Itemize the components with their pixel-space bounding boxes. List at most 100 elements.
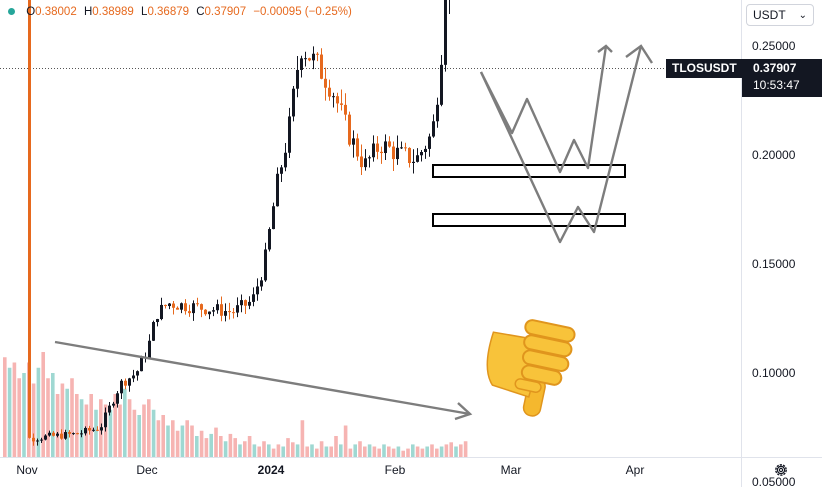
volume-bar [439,446,444,457]
volume-bar [463,441,468,457]
close-label: C [196,6,205,18]
candle-body [376,143,379,152]
volume-bar [70,378,74,457]
candle-body [256,286,259,295]
time-tick-label: Nov [16,463,38,477]
volume-bar [161,415,165,457]
thumbs-down-emoji [486,319,576,417]
low-label: L [141,6,148,18]
volume-bar [142,404,146,457]
projected-path-upper[interactable] [479,45,608,174]
volume-bar [295,444,300,457]
time-tick-label: Apr [625,463,645,477]
volume-bar [406,448,410,457]
volume-bar [348,448,353,457]
volume-bar [94,409,98,457]
candle-body [404,147,407,149]
candle-body [212,310,215,312]
candle-body [412,161,415,164]
candle-body [112,403,115,406]
trend-arrowhead [454,402,473,421]
projected-arrowhead-lower [625,44,654,64]
candle-body [72,433,75,435]
volume-bar [353,444,357,457]
volume-bar [382,444,386,457]
candle-body [152,322,155,341]
support-zone-lower[interactable] [432,213,626,227]
candle-body [176,307,179,310]
price-tick-label: 0.20000 [752,148,796,162]
candle-body [428,136,431,149]
volume-bar [281,446,285,457]
volume-bar [228,433,233,457]
market-status-icon [8,8,15,15]
candle-body [340,103,343,105]
candle-body [56,433,59,436]
volume-bar [315,448,319,457]
change-value: −0.00095 (−0.25%) [253,6,352,18]
candle-body [216,304,219,311]
volume-bar [132,409,137,457]
candle-body [328,87,331,97]
volume-bar [60,383,65,457]
candle-body [204,309,207,315]
candle-body [268,229,271,250]
volume-bar [51,373,55,457]
gear-icon[interactable] [773,462,789,478]
volume-bar [36,367,41,457]
candle-body [120,380,123,394]
volume-bar [411,444,415,457]
volume-bar [324,446,329,457]
candle-body [280,167,283,174]
candle-body [360,156,363,168]
volume-bar [329,446,333,457]
candle-body [100,427,103,431]
candle-body [132,375,135,379]
candle-body [92,429,95,431]
candle-body [336,96,339,104]
time-tick-label: Dec [136,463,158,477]
candle-body [368,157,371,159]
volume-bar [291,442,295,457]
volume-bar [367,444,372,457]
candle-body [440,64,443,105]
candle-body [48,432,51,436]
candle-body [420,152,423,156]
volume-bar [387,446,391,457]
volume-bar [247,436,252,457]
time-tick-label: Feb [384,463,406,477]
volume-bar [46,378,50,457]
candle-body [208,311,211,315]
volume-bar [41,352,45,457]
candle-body [80,433,83,435]
volume-bar [233,438,237,457]
candle-body [352,138,355,145]
volume-bar [454,446,458,457]
candle-body [424,148,427,153]
volume-bars [3,352,468,457]
projected-path-lower[interactable] [479,45,643,244]
candle-body [88,427,91,431]
candle-body [188,311,191,314]
candle-body [400,147,403,149]
candle-body [240,300,243,306]
volume-bar [12,362,17,457]
volume-bar [444,444,449,457]
candle-body [36,440,39,442]
descending-trend-arrow[interactable] [54,340,471,416]
candle-body [380,151,383,154]
candle-body [292,88,295,117]
volume-bar [199,430,204,457]
volume-bar [137,415,141,457]
candle-body [276,173,279,207]
open-label: O [26,6,36,18]
candle-body [392,146,395,160]
volume-bar [55,394,60,457]
candle-body [124,380,127,386]
candle-body [180,303,183,310]
volume-bar [286,438,290,457]
candle-body [312,53,315,61]
volume-bar [22,373,26,457]
currency-selector[interactable]: USDT ⌄ [746,4,814,26]
